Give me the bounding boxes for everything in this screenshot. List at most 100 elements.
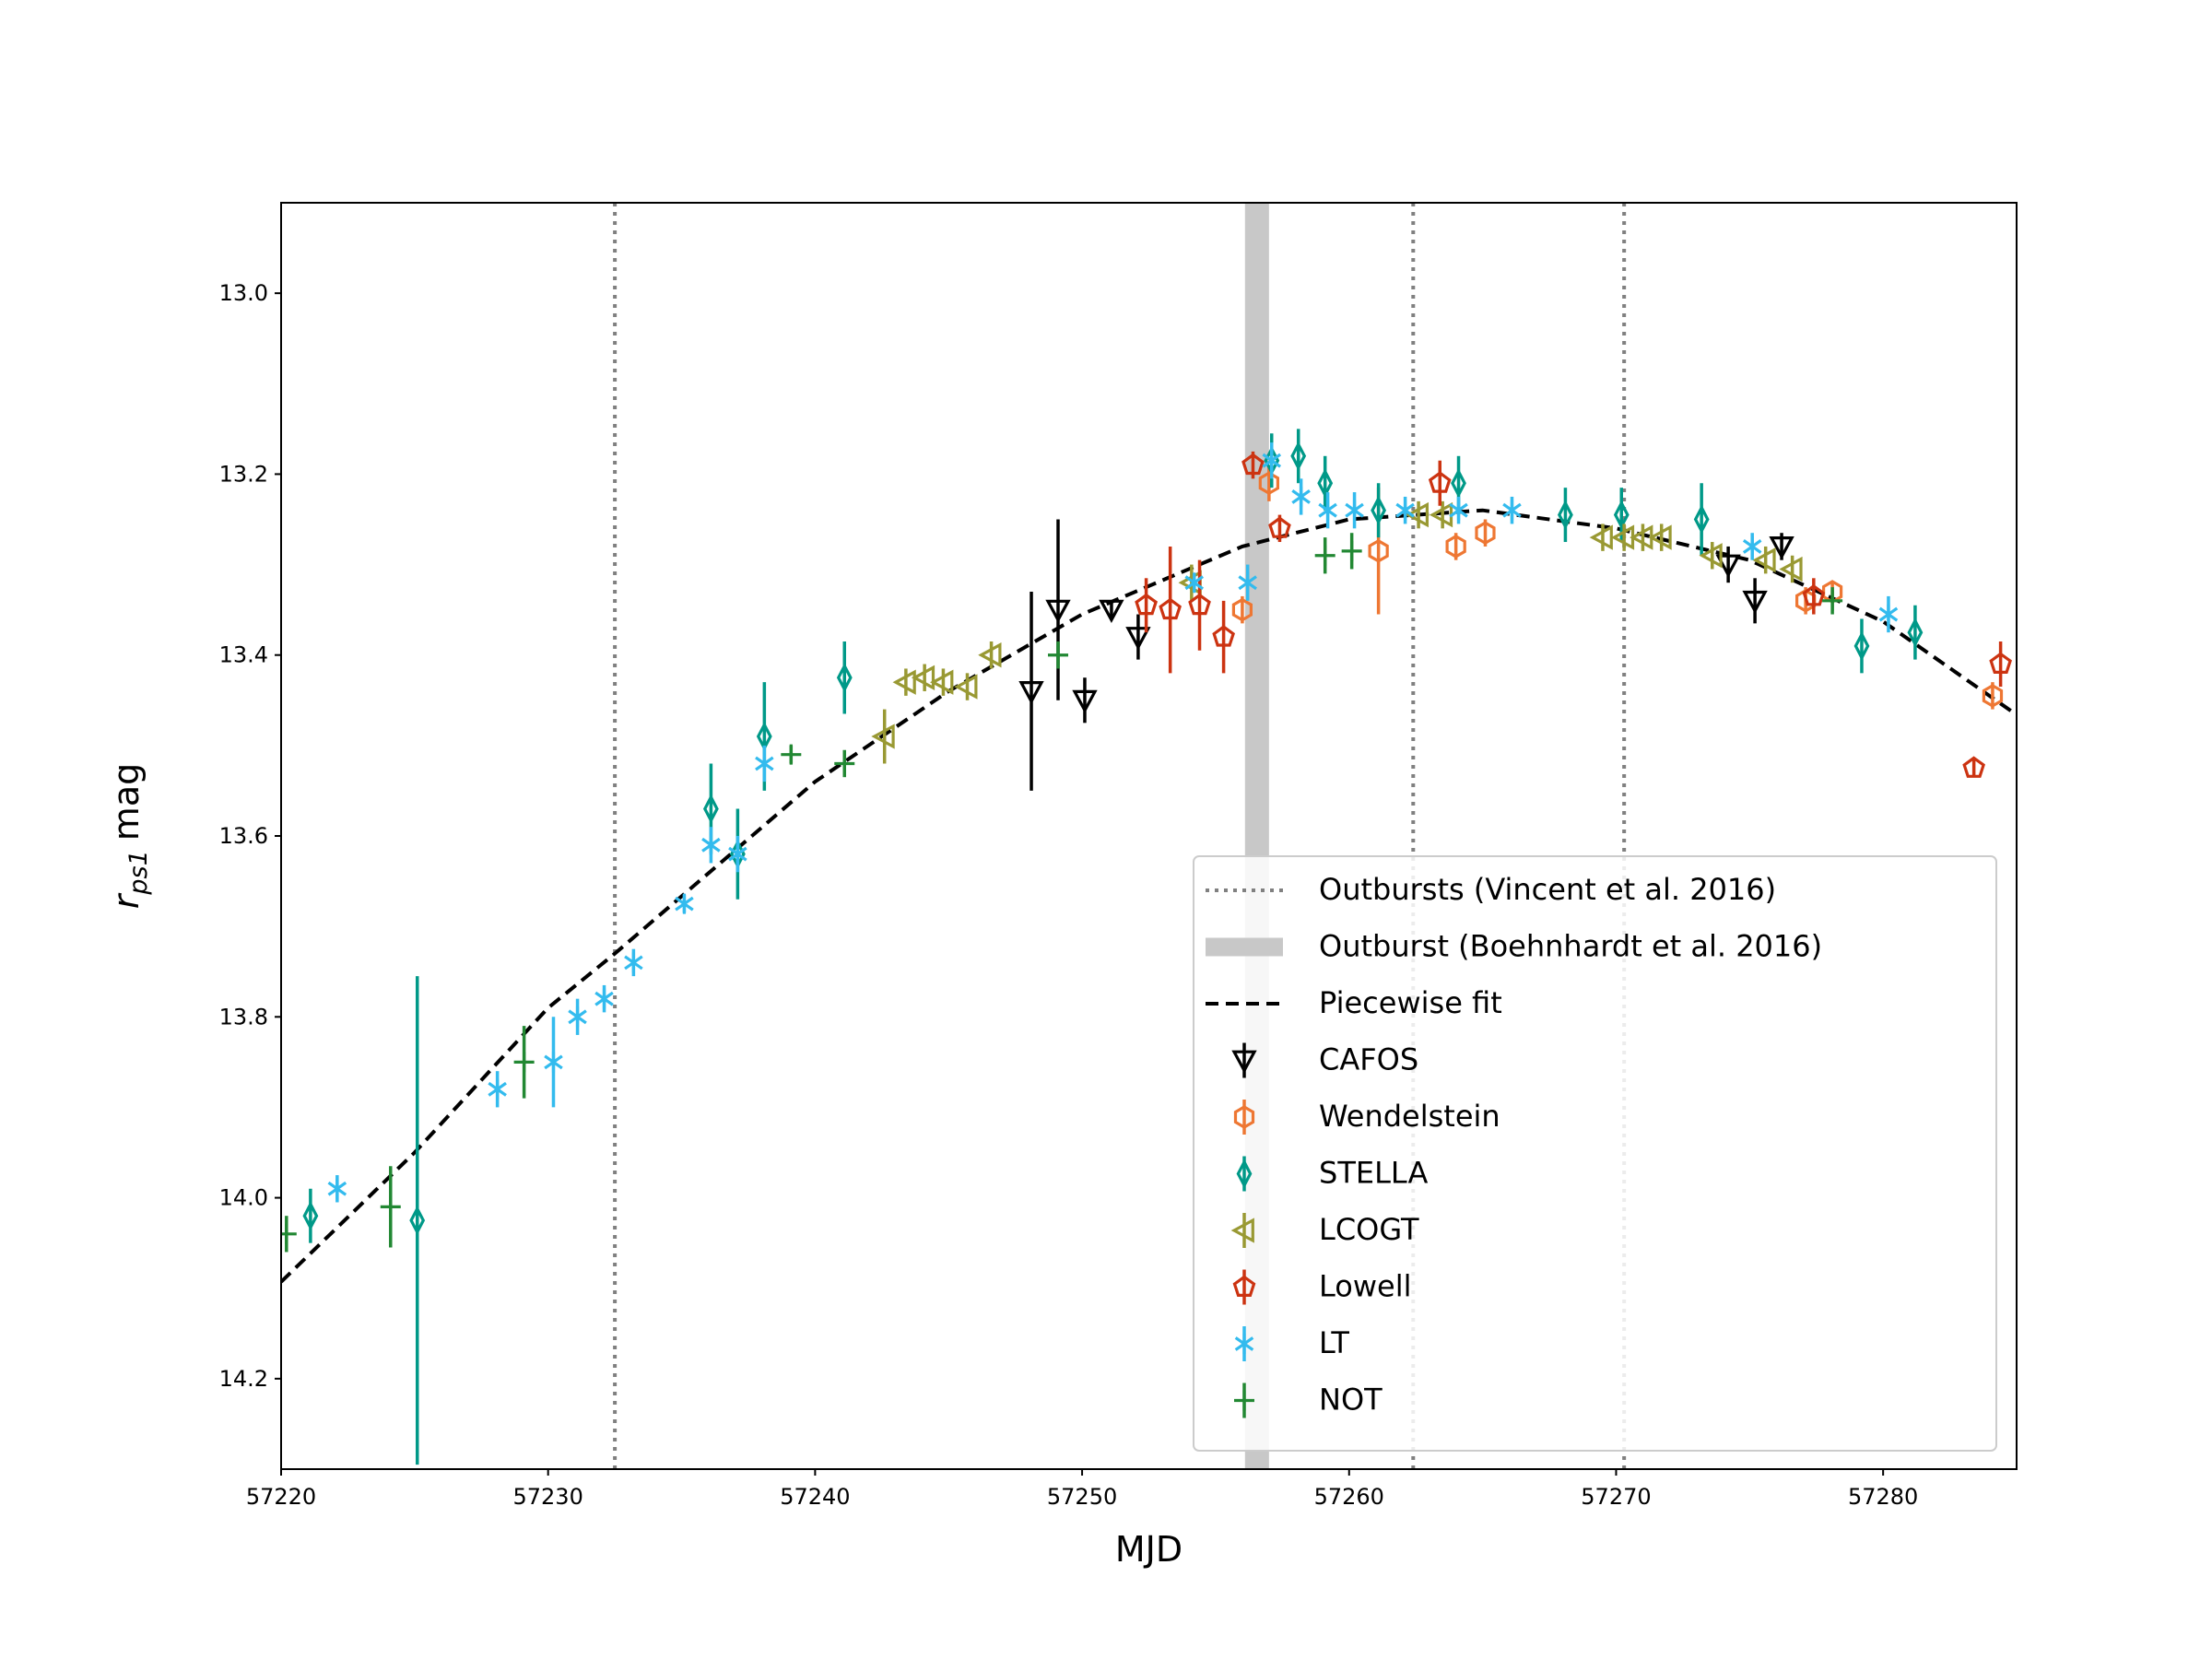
marker xyxy=(488,1078,507,1100)
x-axis-label: MJD xyxy=(1115,1529,1182,1570)
marker xyxy=(1234,1390,1254,1411)
marker xyxy=(871,724,895,749)
legend-label: CAFOS xyxy=(1319,1042,1418,1077)
x-tick-label: 57220 xyxy=(246,1484,316,1510)
marker xyxy=(1231,597,1253,622)
marker xyxy=(568,1006,587,1028)
y-axis-label: rps1 mag xyxy=(106,763,153,909)
marker xyxy=(409,1206,426,1236)
marker xyxy=(1557,500,1573,530)
marker xyxy=(1989,652,2012,675)
marker xyxy=(1317,468,1334,499)
x-tick-label: 57240 xyxy=(780,1484,850,1510)
marker xyxy=(1188,593,1211,616)
marker xyxy=(1048,644,1068,665)
legend-label: NOT xyxy=(1319,1382,1382,1418)
y-tick-label: 13.6 xyxy=(219,823,268,849)
marker xyxy=(1291,486,1311,507)
marker xyxy=(1449,500,1468,521)
marker xyxy=(675,893,694,914)
marker xyxy=(911,665,935,690)
marker xyxy=(755,753,774,774)
marker xyxy=(1262,450,1282,471)
y-label-subscript: ps1 xyxy=(124,850,153,895)
marker xyxy=(1742,590,1768,615)
marker xyxy=(1099,599,1124,623)
y-tick-label: 14.2 xyxy=(219,1366,268,1392)
marker xyxy=(1232,1275,1256,1298)
marker xyxy=(1231,1050,1257,1074)
legend-box xyxy=(1193,855,1997,1452)
marker xyxy=(1233,1105,1255,1129)
marker xyxy=(1779,556,1803,582)
marker xyxy=(1907,618,1924,648)
y-tick-label: 13.4 xyxy=(219,642,268,668)
marker xyxy=(1878,604,1899,625)
marker xyxy=(781,744,802,765)
marker xyxy=(1135,593,1158,616)
x-tick-label: 57280 xyxy=(1848,1484,1918,1510)
marker xyxy=(728,843,747,865)
marker xyxy=(281,1223,297,1244)
marker xyxy=(1699,543,1723,569)
marker xyxy=(1268,516,1291,538)
x-tick-label: 57230 xyxy=(513,1484,583,1510)
marker xyxy=(1318,500,1337,521)
marker xyxy=(1368,538,1389,563)
marker xyxy=(1341,540,1362,561)
marker xyxy=(978,642,1002,668)
marker xyxy=(1445,535,1466,559)
y-label-symbol: r xyxy=(106,892,147,909)
marker xyxy=(302,1201,319,1231)
marker xyxy=(836,663,853,693)
marker xyxy=(327,1178,347,1199)
legend-label: LT xyxy=(1319,1325,1349,1360)
legend-label: Outbursts (Vincent et al. 2016) xyxy=(1319,872,1776,907)
marker xyxy=(1236,1159,1253,1189)
legend-label: LCOGT xyxy=(1319,1212,1419,1247)
marker xyxy=(1822,590,1843,611)
marker xyxy=(1184,572,1205,594)
marker xyxy=(1241,453,1265,476)
marker xyxy=(380,1196,401,1218)
marker xyxy=(513,1052,535,1073)
y-label-text: mag xyxy=(106,763,147,841)
marker xyxy=(1159,597,1182,620)
marker xyxy=(1962,756,1985,778)
marker xyxy=(1428,471,1452,493)
marker xyxy=(1072,689,1098,714)
legend-label: Wendelstein xyxy=(1319,1099,1500,1134)
marker xyxy=(1212,625,1235,647)
marker xyxy=(1769,535,1794,560)
marker xyxy=(1451,468,1466,499)
marker xyxy=(834,753,855,774)
marker xyxy=(1125,627,1151,651)
legend-band xyxy=(1206,937,1283,957)
marker xyxy=(701,834,721,855)
marker xyxy=(1314,545,1335,566)
marker xyxy=(624,952,643,973)
marker xyxy=(1853,630,1870,662)
marker xyxy=(1405,501,1430,528)
marker xyxy=(930,669,954,695)
legend-label: STELLA xyxy=(1319,1156,1428,1191)
marker xyxy=(954,674,978,700)
legend-label: Lowell xyxy=(1319,1269,1411,1304)
marker xyxy=(1502,500,1522,521)
x-tick-label: 57260 xyxy=(1314,1484,1384,1510)
marker xyxy=(1648,524,1672,550)
marker xyxy=(1693,504,1710,535)
legend: Outbursts (Vincent et al. 2016) Outburst … xyxy=(1193,855,1997,1452)
marker xyxy=(1234,1334,1254,1354)
marker xyxy=(1371,495,1387,525)
y-tick-label: 14.0 xyxy=(219,1185,268,1211)
legend-label: Piecewise fit xyxy=(1319,985,1502,1020)
x-tick-label: 57250 xyxy=(1047,1484,1117,1510)
marker xyxy=(1742,535,1762,557)
marker xyxy=(1982,684,2004,708)
marker xyxy=(1258,471,1280,496)
axes: 57220 57230 57240 57250 57260 57270 57280 13.0 1… xyxy=(106,202,2018,1570)
marker xyxy=(1045,599,1071,623)
marker xyxy=(1018,680,1044,705)
